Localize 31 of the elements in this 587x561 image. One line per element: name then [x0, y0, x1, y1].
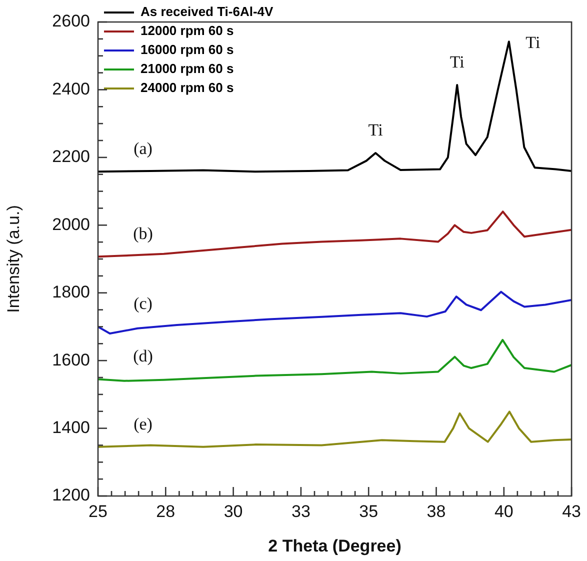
y-tick-label: 1600 [52, 350, 90, 370]
y-axis-title: Intensity (a.u.) [4, 205, 23, 313]
x-tick-label: 38 [426, 502, 446, 521]
x-tick-label: 25 [88, 502, 108, 521]
x-tick-label: 35 [359, 502, 378, 521]
y-tick-label: 2000 [52, 214, 90, 234]
x-tick-label: 40 [494, 502, 514, 521]
legend-label: 24000 rpm 60 s [140, 80, 234, 96]
y-tick-label: 2200 [52, 147, 90, 166]
y-tick-label: 2600 [52, 12, 90, 31]
legend-label: 16000 rpm 60 s [140, 42, 234, 58]
legend-label: 21000 rpm 60 s [140, 61, 234, 76]
y-tick-label: 2400 [52, 79, 90, 98]
x-tick-label: 33 [291, 502, 310, 521]
x-axis-title: 2 Theta (Degree) [268, 536, 402, 556]
annotation: Ti [526, 33, 540, 52]
annotation: Ti [450, 52, 465, 72]
x-tick-label: 43 [562, 502, 582, 521]
x-tick-label: 30 [224, 502, 243, 521]
annotation: (a) [134, 139, 152, 158]
legend-label: 12000 rpm 60 s [140, 23, 234, 38]
annotation: (d) [133, 346, 153, 366]
annotation: Ti [368, 120, 384, 140]
annotation: (b) [133, 224, 153, 244]
y-tick-label: 1400 [52, 418, 90, 437]
legend-label: As received Ti-6Al-4V [140, 4, 274, 20]
annotation: (e) [134, 414, 152, 434]
y-tick-label: 1200 [52, 486, 90, 505]
x-tick-label: 28 [156, 502, 176, 521]
annotation: (c) [134, 294, 152, 314]
y-tick-label: 1800 [52, 282, 90, 302]
